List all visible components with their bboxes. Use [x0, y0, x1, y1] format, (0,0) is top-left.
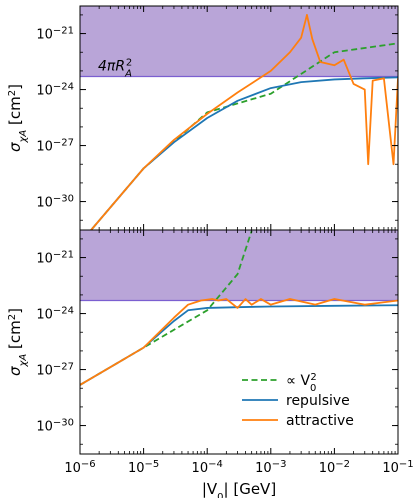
x-title-tail: | [GeV] [224, 480, 277, 498]
y-tick-label: 10−21 [36, 249, 74, 267]
y-tick-base: 10 [36, 364, 53, 379]
x-tick-label: 10−3 [255, 459, 286, 477]
x-tick-base: 10 [192, 461, 209, 476]
x-tick-base: 10 [382, 461, 399, 476]
y-tick-exponent: −24 [53, 81, 74, 92]
y-tick-exponent: −30 [53, 193, 74, 204]
y-title-main: σ [6, 366, 24, 376]
y-tick-base: 10 [36, 84, 53, 99]
y-tick-label: 10−21 [36, 25, 74, 43]
y-tick-label: 10−24 [36, 81, 74, 99]
x-tick-base: 10 [128, 461, 145, 476]
x-tick-label: 10−5 [128, 459, 159, 477]
y-tick-exponent: −21 [53, 25, 74, 36]
legend-text-main: attractive [286, 413, 354, 429]
y-title-unit-close: ] [6, 84, 24, 90]
y-title-sub: χA [18, 354, 29, 368]
y-tick-label: 10−30 [36, 193, 74, 211]
series-line-repulsive [89, 76, 398, 230]
x-tick-label: 10−4 [192, 459, 223, 477]
y-tick-base: 10 [36, 196, 53, 211]
legend-label-repulsive: repulsive [286, 393, 350, 409]
x-tick-label: 10−2 [319, 459, 350, 477]
annot-sub: A [124, 68, 132, 79]
y-title-main: σ [6, 142, 24, 152]
y-tick-base: 10 [36, 28, 53, 43]
x-tick-exponent: −1 [399, 459, 414, 470]
x-tick-exponent: −2 [335, 459, 350, 470]
plot-frame [79, 229, 399, 455]
shaded-region-label: 4πRA2 [98, 57, 132, 79]
y-tick-exponent: −21 [53, 249, 74, 260]
annot-main: 4πR [98, 59, 125, 75]
legend-text-sup: 2 [310, 372, 316, 383]
y-tick-label: 10−30 [36, 417, 74, 435]
y-title-unit: [cm [6, 96, 24, 129]
shaded-region [80, 230, 398, 301]
y-tick-exponent: −24 [53, 305, 74, 316]
annot-sup: 2 [126, 57, 132, 68]
y-tick-label: 10−24 [36, 305, 74, 323]
y-title-unit-exp: 2 [7, 90, 18, 96]
x-axis-title: |V0| [GeV] [202, 480, 276, 498]
y-tick-exponent: −30 [53, 417, 74, 428]
x-tick-exponent: −4 [208, 459, 223, 470]
x-tick-base: 10 [319, 461, 336, 476]
x-tick-exponent: −5 [144, 459, 159, 470]
y-tick-label: 10−27 [36, 137, 74, 155]
y-tick-base: 10 [36, 308, 53, 323]
legend-label-scaling: ∝ V02 [286, 372, 317, 394]
x-title-main: |V [202, 480, 218, 498]
x-tick-base: 10 [64, 461, 81, 476]
x-title-sub: 0 [217, 492, 223, 498]
y-tick-base: 10 [36, 420, 53, 435]
y-tick-base: 10 [36, 140, 53, 155]
series-line-attractive [80, 298, 398, 386]
y-tick-label: 10−27 [36, 361, 74, 379]
series-line-attractive [89, 14, 398, 230]
y-title-unit: [cm [6, 320, 24, 353]
legend-text-sub: 0 [310, 383, 316, 394]
y-title-sub: χA [18, 130, 29, 144]
y-title-unit-exp: 2 [7, 314, 18, 320]
legend-text-main: repulsive [286, 393, 350, 409]
x-tick-label: 10−6 [64, 459, 95, 477]
y-tick-base: 10 [36, 252, 53, 267]
y-tick-exponent: −27 [53, 137, 74, 148]
y-title-unit-close: ] [6, 308, 24, 314]
y-axis-title: σχA [cm2] [6, 84, 29, 152]
x-tick-base: 10 [255, 461, 272, 476]
x-tick-exponent: −6 [81, 459, 96, 470]
y-axis-title: σχA [cm2] [6, 308, 29, 376]
y-tick-exponent: −27 [53, 361, 74, 372]
legend-text-main: ∝ V [286, 373, 310, 389]
x-tick-label: 10−1 [382, 459, 413, 477]
legend-label-attractive: attractive [286, 413, 354, 429]
series-line-repulsive [80, 304, 398, 386]
x-tick-exponent: −3 [272, 459, 287, 470]
